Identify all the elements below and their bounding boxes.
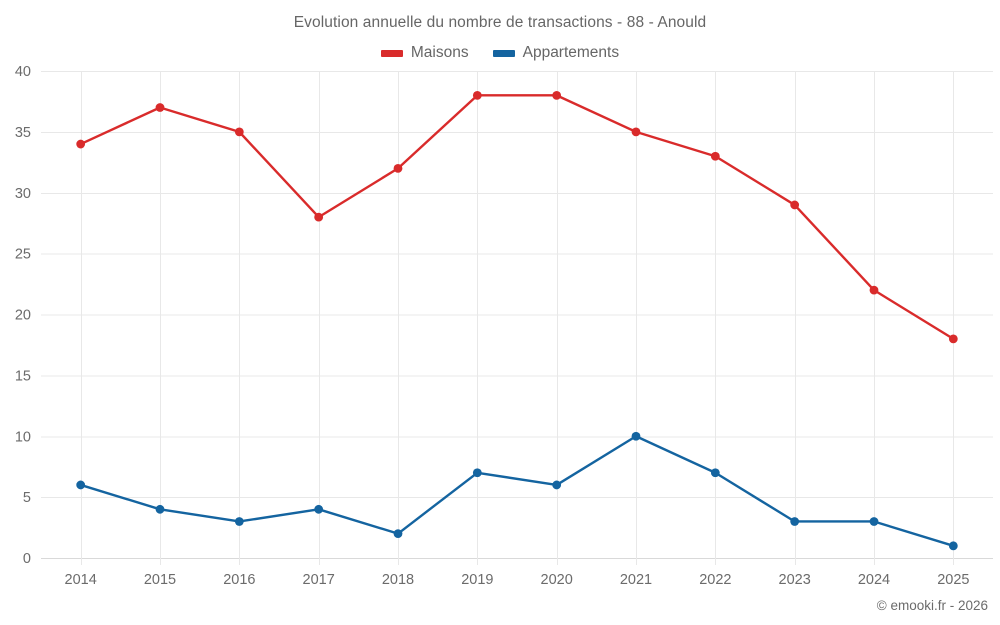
data-point-appartements-2021[interactable] — [631, 431, 641, 441]
x-tick-label: 2017 — [303, 572, 335, 588]
series-line-appartements — [79, 435, 955, 548]
data-point-maisons-2022[interactable] — [710, 151, 720, 161]
data-point-appartements-2015[interactable] — [155, 504, 165, 514]
y-tick-label: 0 — [23, 551, 31, 567]
x-tick-label: 2016 — [223, 572, 255, 588]
data-point-maisons-2020[interactable] — [552, 90, 562, 100]
y-tick-label: 40 — [15, 64, 31, 80]
data-point-appartements-2023[interactable] — [790, 517, 800, 526]
x-tick-label: 2018 — [382, 572, 414, 588]
data-point-maisons-2025[interactable] — [948, 334, 958, 344]
legend-label-appartements: Appartements — [522, 44, 620, 61]
data-point-maisons-2024[interactable] — [869, 285, 879, 295]
y-tick-label: 10 — [15, 429, 31, 445]
x-tick-label: 2020 — [541, 572, 573, 588]
chart-title: Evolution annuelle du nombre de transact… — [293, 14, 707, 31]
y-tick-label: 5 — [23, 490, 31, 506]
data-point-appartements-2018[interactable] — [393, 529, 403, 539]
data-point-appartements-2014[interactable] — [76, 480, 86, 490]
x-tick-label: 2024 — [858, 572, 890, 588]
data-point-maisons-2014[interactable] — [76, 139, 86, 149]
x-tick-label: 2023 — [779, 572, 811, 588]
data-point-appartements-2024[interactable] — [869, 517, 879, 526]
data-point-maisons-2021[interactable] — [631, 127, 641, 137]
x-tick-label: 2015 — [144, 572, 176, 588]
series-line-maisons — [79, 94, 955, 341]
y-axis-ticks: 0 5 10 15 20 25 30 35 40 — [15, 64, 31, 567]
x-tick-label: 2021 — [620, 572, 652, 588]
data-point-maisons-2019[interactable] — [472, 90, 482, 100]
data-point-maisons-2015[interactable] — [155, 103, 165, 112]
legend-swatch-appartements — [492, 49, 515, 57]
x-tick-label: 2014 — [65, 572, 97, 588]
y-tick-label: 15 — [15, 368, 31, 384]
gridlines — [41, 71, 993, 565]
y-tick-label: 25 — [15, 247, 31, 263]
data-point-appartements-2017[interactable] — [314, 504, 324, 514]
data-point-appartements-2025[interactable] — [948, 541, 958, 551]
legend-swatch-maisons — [380, 49, 403, 57]
footer-copyright: © emooki.fr - 2026 — [876, 598, 988, 613]
data-point-maisons-2016[interactable] — [234, 127, 244, 137]
y-tick-label: 30 — [15, 186, 31, 202]
data-point-maisons-2017[interactable] — [314, 212, 324, 222]
data-point-appartements-2020[interactable] — [552, 480, 562, 490]
y-tick-label: 20 — [15, 308, 31, 324]
x-tick-label: 2019 — [461, 572, 493, 588]
legend-label-maisons: Maisons — [410, 44, 469, 61]
x-tick-label: 2025 — [937, 572, 969, 588]
legend-item-appartements[interactable]: Appartements — [492, 44, 620, 62]
data-point-appartements-2022[interactable] — [710, 468, 720, 478]
x-tick-label: 2022 — [699, 572, 731, 588]
data-point-appartements-2016[interactable] — [234, 517, 244, 526]
data-point-maisons-2018[interactable] — [393, 164, 403, 173]
data-point-maisons-2023[interactable] — [790, 200, 800, 210]
x-axis-ticks: 2014 2015 2016 2017 2018 2019 2020 2021 2022 2023… — [65, 572, 970, 588]
y-tick-label: 35 — [15, 125, 31, 141]
data-point-appartements-2019[interactable] — [472, 468, 482, 478]
legend-item-maisons[interactable]: Maisons — [380, 44, 469, 62]
chart-legend: Maisons Appartements — [0, 44, 1000, 62]
data-series — [76, 90, 958, 551]
